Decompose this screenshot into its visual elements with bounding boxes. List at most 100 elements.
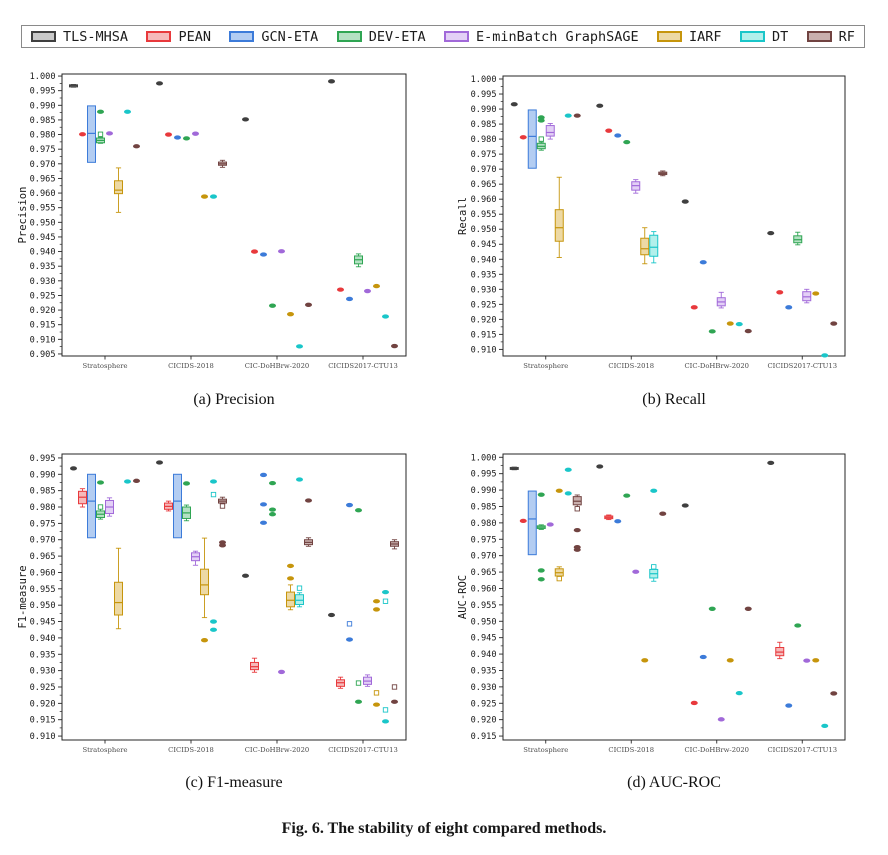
svg-text:1.000: 1.000 — [30, 72, 56, 82]
mark-dt-cicids-2018 — [649, 488, 659, 582]
svg-text:0.975: 0.975 — [30, 519, 56, 529]
mark-gcn-eta-cic-dohbrw-2020 — [699, 260, 707, 265]
mark-tls-mhsa-stratosphere — [509, 466, 519, 471]
x-axis-ticks: Stratosphere CICIDS-2018 CIC-DoHBrw-2020 CI… — [523, 740, 837, 754]
svg-text:0.945: 0.945 — [30, 233, 56, 243]
svg-text:0.955: 0.955 — [30, 585, 56, 595]
caption-b: (b) Recall — [642, 391, 706, 408]
mark-dt-cicids2017-ctu13 — [382, 589, 389, 724]
mark-rf-cicids-2018 — [218, 496, 227, 548]
mark-tls-mhsa-cicids-2018 — [596, 103, 604, 108]
svg-text:Stratosphere: Stratosphere — [82, 362, 127, 370]
mark-rf-stratosphere — [572, 494, 582, 552]
mark-iarf-cic-dohbrw-2020 — [287, 312, 294, 317]
mark-e-minbatch-graphsage-stratosphere — [105, 497, 114, 517]
mark-dev-eta-cic-dohbrw-2020 — [269, 480, 276, 517]
mark-iarf-cic-dohbrw-2020 — [286, 563, 295, 611]
svg-text:0.920: 0.920 — [471, 716, 497, 726]
mark-e-minbatch-graphsage-cicids-2018 — [191, 550, 200, 566]
mark-pean-cic-dohbrw-2020 — [690, 305, 698, 310]
legend-label: E-minBatch GraphSAGE — [476, 28, 639, 45]
mark-iarf-cicids-2018 — [200, 537, 209, 643]
svg-text:0.905: 0.905 — [30, 350, 56, 360]
svg-text:0.955: 0.955 — [471, 210, 497, 220]
precision-chart: 1.000 0.995 0.990 0.985 0.980 0.975 0.970 0.965… — [18, 72, 407, 370]
mark-dev-eta-cicids-2018 — [183, 136, 190, 141]
legend-item-e-minbatch-graphsage: E-minBatch GraphSAGE — [444, 29, 639, 45]
mark-rf-stratosphere — [573, 113, 581, 118]
svg-text:CIC-DoHBrw-2020: CIC-DoHBrw-2020 — [245, 362, 310, 370]
svg-text:CICIDS2017-CTU13: CICIDS2017-CTU13 — [328, 746, 398, 754]
mark-iarf-cicids2017-ctu13 — [812, 658, 820, 663]
svg-text:Stratosphere: Stratosphere — [523, 746, 568, 754]
mark-gcn-eta-cic-dohbrw-2020 — [699, 654, 707, 660]
mark-e-minbatch-graphsage-cicids2017-ctu13 — [802, 288, 812, 304]
mark-dt-stratosphere — [564, 113, 572, 118]
mark-dt-stratosphere — [124, 109, 131, 114]
svg-text:0.985: 0.985 — [471, 120, 497, 130]
svg-text:0.920: 0.920 — [30, 699, 56, 709]
mark-pean-cic-dohbrw-2020 — [250, 657, 259, 673]
x-axis-ticks: Stratosphere CICIDS-2018 CIC-DoHBrw-2020 CI… — [82, 740, 398, 754]
mark-tls-mhsa-stratosphere — [69, 84, 78, 88]
mark-e-minbatch-graphsage-cic-dohbrw-2020 — [716, 291, 726, 309]
mark-rf-cicids-2018 — [658, 170, 668, 177]
auc-chart: 1.000 0.995 0.990 0.985 0.980 0.975 0.970 0.965… — [458, 453, 846, 754]
svg-text:Stratosphere: Stratosphere — [523, 362, 568, 370]
mark-gcn-eta-cicids2017-ctu13 — [346, 502, 353, 642]
svg-text:0.945: 0.945 — [30, 618, 56, 628]
svg-text:0.940: 0.940 — [471, 255, 497, 265]
svg-text:0.915: 0.915 — [471, 330, 497, 340]
svg-text:0.930: 0.930 — [471, 285, 497, 295]
mark-dev-eta-cicids2017-ctu13 — [355, 508, 362, 704]
x-axis-ticks: Stratosphere CICIDS-2018 CIC-DoHBrw-2020 CI… — [523, 356, 837, 370]
mark-dt-cic-dohbrw-2020 — [735, 690, 743, 696]
mark-tls-mhsa-stratosphere — [70, 466, 77, 471]
boxplot-marks — [510, 102, 838, 358]
mark-iarf-stratosphere — [114, 547, 123, 630]
legend-swatch-icon — [657, 31, 683, 42]
mark-rf-cicids-2018 — [659, 511, 667, 516]
mark-gcn-eta-cicids-2018 — [614, 519, 622, 524]
legend-label: GCN-ETA — [261, 28, 319, 45]
y-axis-ticks: 1.000 0.995 0.990 0.985 0.980 0.975 0.970 0.965… — [471, 453, 503, 742]
svg-text:0.920: 0.920 — [471, 315, 497, 325]
mark-gcn-eta-cicids2017-ctu13 — [785, 305, 793, 310]
mark-dev-eta-cicids-2018 — [623, 493, 631, 498]
mark-dev-eta-stratosphere — [536, 115, 546, 151]
svg-text:0.965: 0.965 — [471, 180, 497, 190]
mark-tls-mhsa-cicids2017-ctu13 — [767, 460, 775, 466]
mark-iarf-cicids-2018 — [201, 194, 208, 199]
svg-text:0.925: 0.925 — [30, 683, 56, 693]
svg-text:0.955: 0.955 — [30, 204, 56, 214]
mark-tls-mhsa-cicids2017-ctu13 — [328, 612, 335, 618]
svg-text:0.960: 0.960 — [471, 195, 497, 205]
mark-pean-cic-dohbrw-2020 — [690, 700, 698, 706]
svg-text:0.990: 0.990 — [471, 105, 497, 115]
mark-iarf-cic-dohbrw-2020 — [726, 321, 734, 326]
svg-text:CIC-DoHBrw-2020: CIC-DoHBrw-2020 — [245, 746, 310, 754]
mark-e-minbatch-graphsage-stratosphere — [106, 131, 113, 136]
svg-text:0.910: 0.910 — [471, 345, 497, 355]
mark-dt-cicids2017-ctu13 — [821, 353, 829, 358]
mark-dt-cic-dohbrw-2020 — [295, 477, 304, 608]
mark-e-minbatch-graphsage-cicids2017-ctu13 — [364, 288, 371, 294]
mark-dt-cicids-2018 — [649, 231, 659, 264]
svg-text:0.940: 0.940 — [30, 634, 56, 644]
mark-gcn-eta-cicids2017-ctu13 — [346, 296, 353, 302]
mark-pean-cicids-2018 — [604, 514, 614, 521]
figure-caption: Fig. 6. The stability of eight compared … — [281, 820, 607, 837]
svg-text:CICIDS-2018: CICIDS-2018 — [608, 746, 654, 754]
legend-swatch-icon — [336, 31, 362, 42]
axes: 0.995 0.990 0.985 0.980 0.975 0.970 0.965 0.960… — [18, 453, 407, 754]
legend-label: DT — [771, 28, 789, 45]
mark-pean-stratosphere — [79, 132, 86, 137]
svg-text:0.965: 0.965 — [471, 568, 497, 578]
svg-text:0.980: 0.980 — [30, 503, 56, 513]
svg-text:0.940: 0.940 — [30, 248, 56, 258]
mark-dt-cicids2017-ctu13 — [382, 314, 389, 319]
mark-e-minbatch-graphsage-stratosphere — [546, 522, 554, 527]
mark-e-minbatch-graphsage-cic-dohbrw-2020 — [278, 249, 285, 254]
svg-text:0.975: 0.975 — [471, 535, 497, 545]
mark-pean-cicids2017-ctu13 — [337, 287, 344, 292]
